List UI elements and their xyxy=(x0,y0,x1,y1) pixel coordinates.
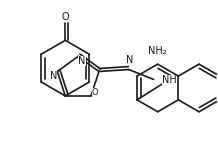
Text: NH: NH xyxy=(162,75,176,85)
Text: N: N xyxy=(126,55,133,65)
Text: N: N xyxy=(50,71,57,82)
Text: N: N xyxy=(78,56,86,66)
Text: NH₂: NH₂ xyxy=(148,46,167,56)
Text: O: O xyxy=(92,88,98,97)
Text: O: O xyxy=(61,12,69,22)
